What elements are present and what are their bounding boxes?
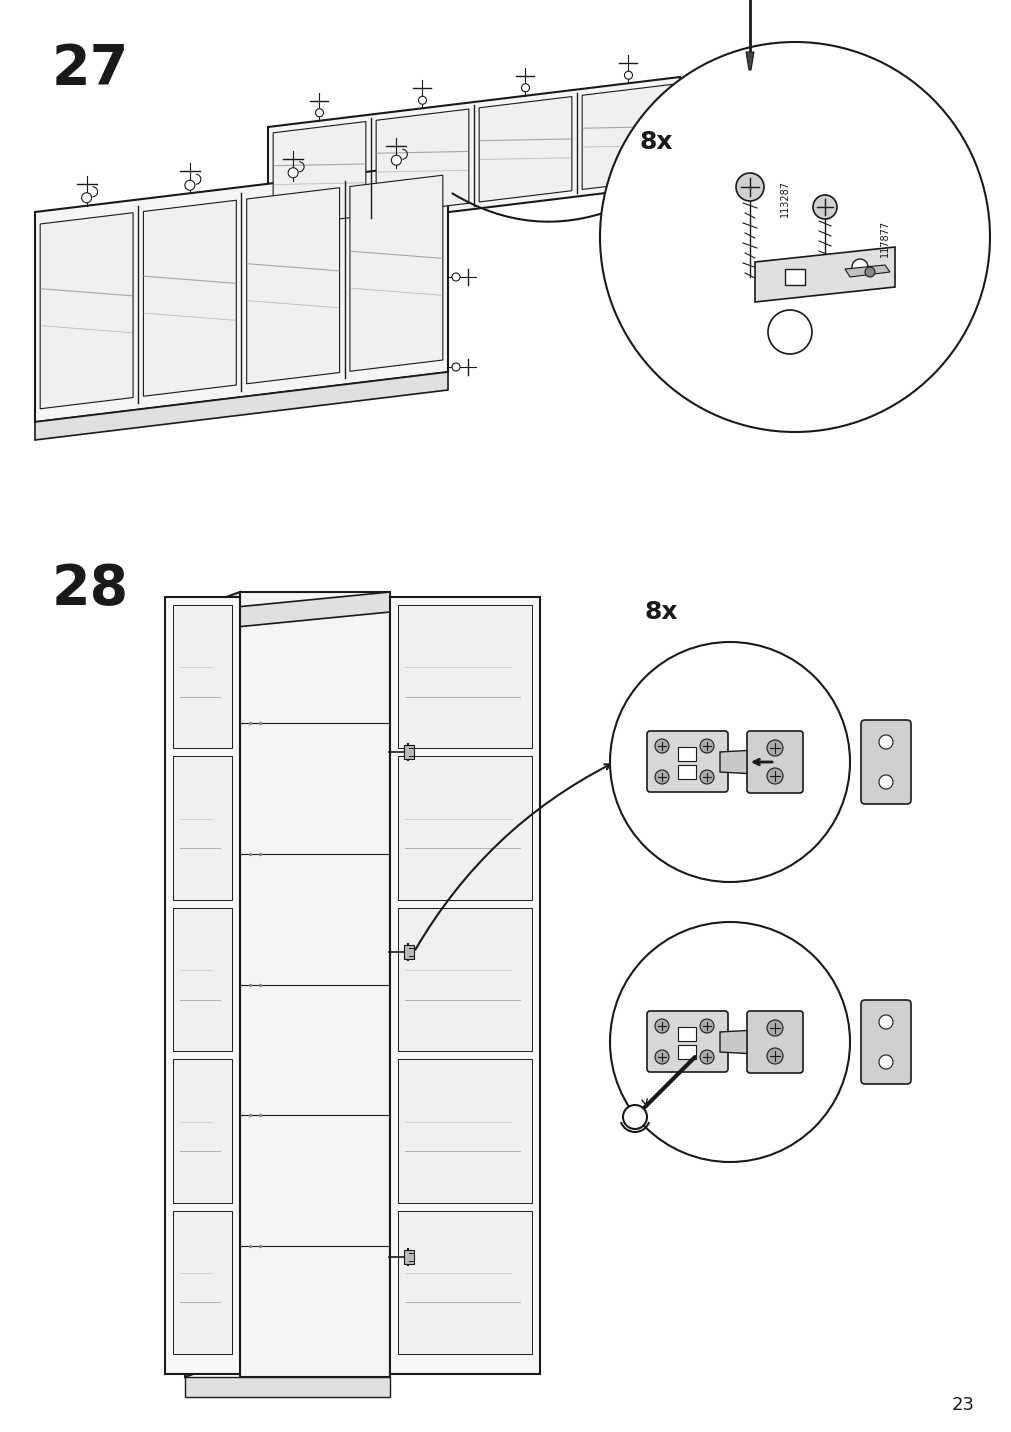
Circle shape bbox=[610, 642, 849, 882]
Polygon shape bbox=[35, 162, 448, 422]
Text: 8x: 8x bbox=[644, 600, 677, 624]
Text: 23: 23 bbox=[951, 1396, 974, 1413]
FancyBboxPatch shape bbox=[746, 1011, 802, 1073]
FancyBboxPatch shape bbox=[173, 604, 232, 749]
FancyBboxPatch shape bbox=[677, 1045, 696, 1060]
Circle shape bbox=[766, 740, 783, 756]
Polygon shape bbox=[40, 213, 133, 408]
FancyBboxPatch shape bbox=[860, 720, 910, 803]
Text: 27: 27 bbox=[52, 42, 129, 96]
Circle shape bbox=[654, 739, 668, 753]
FancyBboxPatch shape bbox=[403, 945, 413, 959]
Polygon shape bbox=[240, 591, 389, 1378]
FancyBboxPatch shape bbox=[397, 604, 532, 749]
FancyBboxPatch shape bbox=[173, 756, 232, 899]
Circle shape bbox=[82, 193, 92, 203]
Polygon shape bbox=[144, 200, 237, 397]
FancyBboxPatch shape bbox=[403, 745, 413, 759]
Circle shape bbox=[767, 309, 811, 354]
Circle shape bbox=[812, 195, 836, 219]
Polygon shape bbox=[719, 1030, 754, 1054]
Circle shape bbox=[766, 1020, 783, 1035]
FancyBboxPatch shape bbox=[397, 908, 532, 1051]
FancyBboxPatch shape bbox=[677, 765, 696, 779]
Circle shape bbox=[624, 72, 632, 79]
Polygon shape bbox=[844, 265, 889, 276]
FancyBboxPatch shape bbox=[397, 1210, 532, 1355]
Polygon shape bbox=[268, 77, 679, 233]
FancyBboxPatch shape bbox=[746, 730, 802, 793]
Polygon shape bbox=[478, 96, 571, 202]
Polygon shape bbox=[185, 591, 389, 632]
Polygon shape bbox=[185, 1378, 389, 1398]
Circle shape bbox=[766, 768, 783, 783]
Polygon shape bbox=[376, 109, 468, 215]
FancyBboxPatch shape bbox=[173, 1210, 232, 1355]
Circle shape bbox=[654, 1050, 668, 1064]
Polygon shape bbox=[389, 597, 540, 1373]
Circle shape bbox=[700, 770, 714, 783]
Polygon shape bbox=[273, 122, 366, 226]
Circle shape bbox=[391, 155, 401, 165]
Circle shape bbox=[452, 274, 460, 281]
Text: 113287: 113287 bbox=[779, 180, 790, 218]
Circle shape bbox=[879, 1015, 892, 1030]
Circle shape bbox=[879, 1055, 892, 1070]
FancyBboxPatch shape bbox=[860, 1000, 910, 1084]
Text: 117877: 117877 bbox=[880, 221, 889, 256]
Circle shape bbox=[700, 1050, 714, 1064]
Circle shape bbox=[851, 259, 867, 275]
Circle shape bbox=[288, 168, 298, 178]
Circle shape bbox=[735, 173, 763, 200]
Circle shape bbox=[521, 83, 529, 92]
Circle shape bbox=[623, 1106, 646, 1128]
FancyBboxPatch shape bbox=[173, 1060, 232, 1203]
Polygon shape bbox=[581, 84, 674, 189]
Circle shape bbox=[864, 266, 875, 276]
Polygon shape bbox=[754, 246, 894, 302]
FancyBboxPatch shape bbox=[403, 1250, 413, 1264]
Polygon shape bbox=[247, 188, 340, 384]
Polygon shape bbox=[35, 372, 448, 440]
FancyBboxPatch shape bbox=[677, 1027, 696, 1041]
FancyBboxPatch shape bbox=[397, 756, 532, 899]
Circle shape bbox=[879, 735, 892, 749]
Text: 8x: 8x bbox=[639, 130, 673, 155]
Polygon shape bbox=[165, 597, 240, 1373]
Polygon shape bbox=[350, 175, 443, 371]
FancyBboxPatch shape bbox=[646, 730, 727, 792]
FancyBboxPatch shape bbox=[173, 908, 232, 1051]
Circle shape bbox=[600, 42, 989, 432]
Circle shape bbox=[419, 96, 426, 105]
Circle shape bbox=[185, 180, 195, 190]
FancyBboxPatch shape bbox=[397, 1060, 532, 1203]
Circle shape bbox=[700, 1020, 714, 1032]
Circle shape bbox=[452, 362, 460, 371]
Polygon shape bbox=[745, 52, 753, 70]
Polygon shape bbox=[719, 750, 754, 775]
Circle shape bbox=[315, 109, 324, 117]
Circle shape bbox=[879, 775, 892, 789]
FancyBboxPatch shape bbox=[785, 269, 804, 285]
Text: 28: 28 bbox=[52, 561, 129, 616]
Circle shape bbox=[700, 739, 714, 753]
Polygon shape bbox=[185, 591, 240, 1378]
Polygon shape bbox=[679, 77, 698, 202]
Circle shape bbox=[766, 1048, 783, 1064]
Circle shape bbox=[654, 770, 668, 783]
FancyBboxPatch shape bbox=[677, 748, 696, 760]
Circle shape bbox=[654, 1020, 668, 1032]
FancyBboxPatch shape bbox=[646, 1011, 727, 1073]
Circle shape bbox=[610, 922, 849, 1161]
